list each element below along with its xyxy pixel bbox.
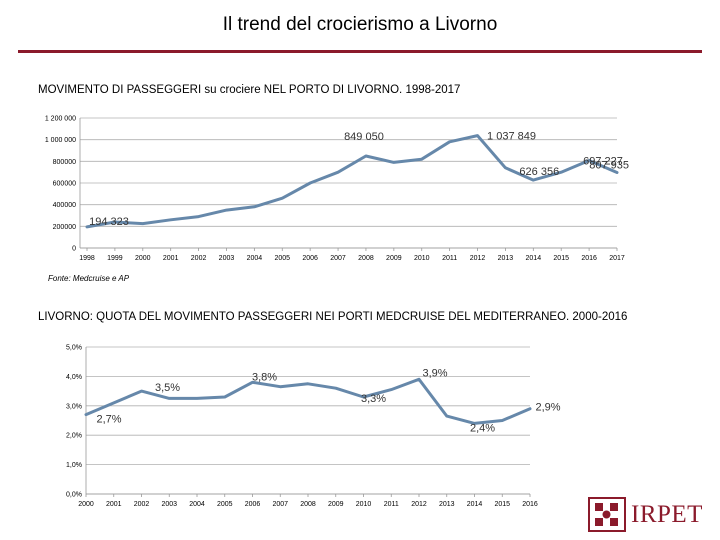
c2-xtick-label: 2001 [106,501,122,508]
c1-xtick-label: 2004 [247,255,263,262]
c1-xtick-label: 2011 [442,255,457,262]
c1-ytick-label: 1 000 000 [45,137,76,144]
c2-ytick-label: 3,0% [66,403,82,410]
c1-xtick-label: 2002 [191,255,207,262]
c1-xtick-label: 2014 [526,255,542,262]
c1-xtick-label: 2007 [330,255,346,262]
c2-data-label: 2,4% [470,422,495,434]
c2-data-label: 3,3% [361,393,386,405]
c2-data-label: 3,9% [422,367,447,379]
page-title: Il trend del crocierismo a Livorno [222,14,498,35]
c2-series-line [84,377,532,425]
title-divider [18,50,702,53]
c1-xtick-label: 2015 [553,255,569,262]
c1-ytick-label: 400000 [53,202,76,209]
c1-xtick-label: 2006 [302,255,318,262]
c1-data-label: 626 356 [519,166,559,178]
c2-xtick-label: 2016 [522,501,538,508]
c1-data-label: 849 050 [344,131,384,143]
c1-xtick-label: 1998 [79,255,95,262]
c2-ytick-label: 0,0% [66,492,82,499]
c1-xtick-label: 2000 [135,255,151,262]
c1-xtick-label: 2003 [219,255,235,262]
c1-ytick-label: 1 200 000 [45,116,76,123]
c1-xtick-label: 2001 [163,255,179,262]
c1-ytick-label: 200000 [53,224,76,231]
c1-xtick-label: 2009 [386,255,402,262]
irpet-logo: IRPET [588,497,710,533]
c1-xtick-label: 2010 [414,255,430,262]
source-note: Fonte: Medcruise e AP [48,274,130,283]
c2-ytick-label: 1,0% [66,462,82,469]
c1-data-label: 194 323 [89,216,129,228]
irpet-emblem-icon [588,497,626,532]
c2-xtick-label: 2011 [384,501,399,508]
c2-xtick-label: 2003 [161,501,177,508]
c1-xtick-label: 2008 [358,255,374,262]
c2-data-label: 2,9% [535,402,560,414]
c1-xtick-label: 2016 [581,255,597,262]
c2-xtick-label: 2014 [467,501,483,508]
c1-ytick-label: 800000 [53,159,76,166]
c2-xtick-label: 2006 [245,501,261,508]
c1-xtick-label: 2013 [498,255,514,262]
c1-ytick-label: 0 [72,246,76,253]
c2-data-label: 3,8% [252,371,277,383]
c2-xtick-label: 2005 [217,501,233,508]
c1-data-label: 1 037 849 [487,131,536,143]
c2-xtick-label: 2000 [78,501,94,508]
c2-ytick-label: 2,0% [66,433,82,440]
c2-xtick-label: 2013 [439,501,455,508]
c1-data-label: 807 935 [589,159,629,171]
c1-ytick-label: 600000 [53,181,76,188]
c2-data-label: 2,7% [96,414,121,426]
c2-xtick-label: 2004 [189,501,205,508]
c1-xtick-label: 2005 [274,255,290,262]
c2-xtick-label: 2010 [356,501,372,508]
c2-xtick-label: 2008 [300,501,316,508]
c1-data-label: 697 227 [583,155,623,167]
c2-xtick-label: 2009 [328,501,344,508]
c2-data-label: 3,5% [155,382,180,394]
c1-xtick-label: 2012 [470,255,486,262]
chart1-title: MOVIMENTO DI PASSEGGERI su crociere NEL … [38,84,461,96]
c2-xtick-label: 2002 [134,501,150,508]
c2-xtick-label: 2015 [494,501,510,508]
c1-xtick-label: 2017 [609,255,625,262]
c2-xtick-label: 2012 [411,501,427,508]
logo-text: IRPET [631,501,703,528]
c2-xtick-label: 2007 [272,501,288,508]
c2-ytick-label: 4,0% [66,374,82,381]
c1-xtick-label: 1999 [107,255,123,262]
chart2-title: LIVORNO: QUOTA DEL MOVIMENTO PASSEGGERI … [38,311,628,323]
c1-series-line [85,134,619,229]
c2-ytick-label: 5,0% [66,345,82,352]
